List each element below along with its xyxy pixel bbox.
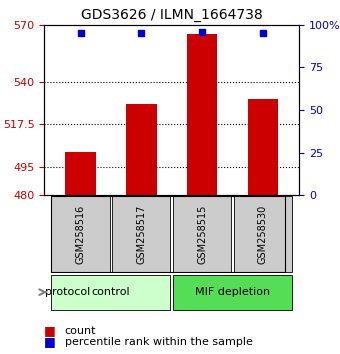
Text: MIF depletion: MIF depletion (195, 287, 270, 297)
Text: GSM258515: GSM258515 (197, 204, 207, 264)
Bar (65, 152, 96, 195)
FancyBboxPatch shape (173, 196, 231, 272)
FancyBboxPatch shape (51, 196, 110, 272)
Text: GSM258530: GSM258530 (258, 204, 268, 264)
Bar (187, 34, 217, 195)
FancyBboxPatch shape (234, 196, 292, 272)
Text: GSM258517: GSM258517 (136, 204, 146, 264)
FancyBboxPatch shape (173, 275, 292, 310)
Text: GSM258516: GSM258516 (75, 204, 86, 264)
Text: percentile rank within the sample: percentile rank within the sample (65, 337, 253, 347)
Title: GDS3626 / ILMN_1664738: GDS3626 / ILMN_1664738 (81, 8, 262, 22)
Text: protocol: protocol (46, 287, 91, 297)
Bar (248, 99, 278, 195)
Text: control: control (92, 287, 130, 297)
Bar (126, 104, 156, 195)
Text: count: count (65, 326, 96, 336)
FancyBboxPatch shape (51, 275, 170, 310)
FancyBboxPatch shape (112, 196, 170, 272)
Text: ■: ■ (44, 335, 56, 348)
Text: ■: ■ (44, 325, 56, 337)
